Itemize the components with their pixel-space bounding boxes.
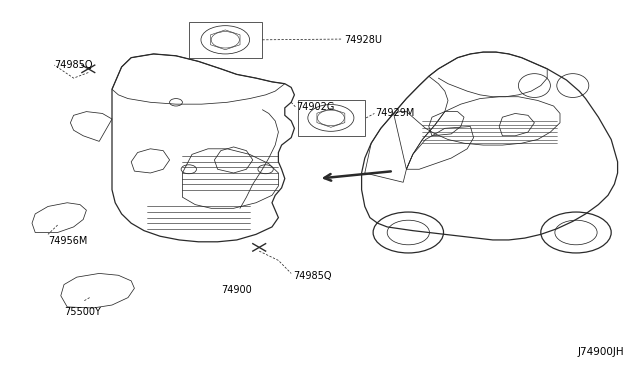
Text: 74985Q: 74985Q <box>293 271 332 281</box>
Bar <box>298 100 365 136</box>
Text: 74985Q: 74985Q <box>54 60 93 70</box>
Text: 75500Y: 75500Y <box>64 308 101 317</box>
Text: J74900JH: J74900JH <box>577 347 624 357</box>
Text: 74902G: 74902G <box>296 102 335 112</box>
Text: 74900: 74900 <box>221 285 252 295</box>
Text: 74929M: 74929M <box>376 108 415 118</box>
Bar <box>189 22 262 58</box>
Text: 74928U: 74928U <box>344 35 382 45</box>
Text: 74956M: 74956M <box>49 236 88 246</box>
